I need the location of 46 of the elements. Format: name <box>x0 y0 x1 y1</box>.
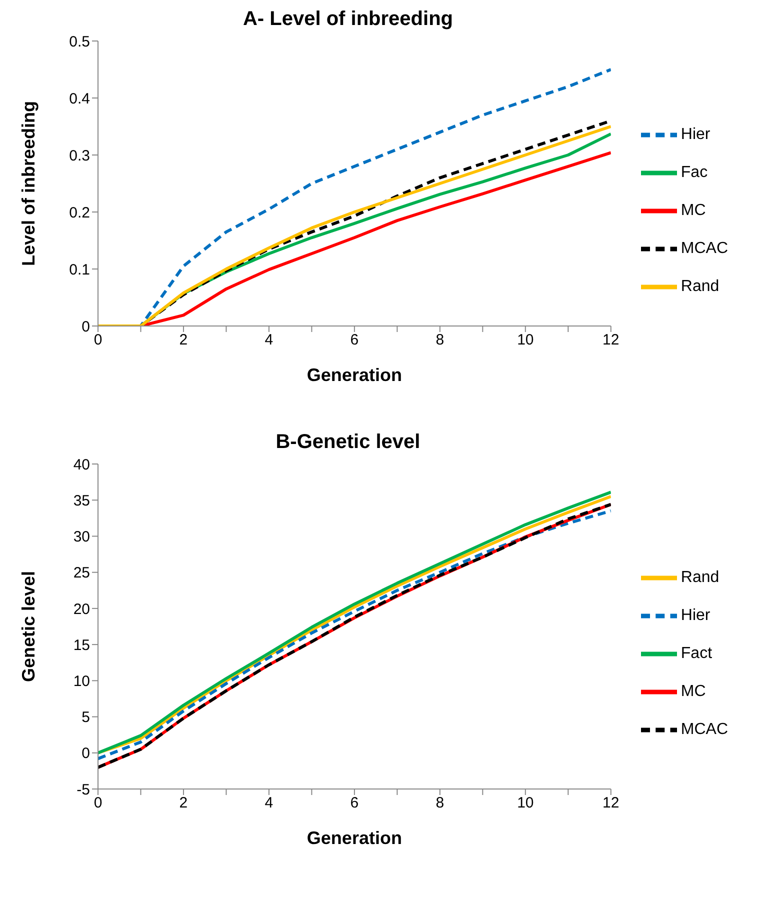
y-tick-label: 35 <box>73 492 90 510</box>
x-tick-label: 6 <box>350 332 359 349</box>
legend-label: Fact <box>680 645 712 662</box>
x-tick-label: 4 <box>264 332 274 349</box>
x-tick-label: 0 <box>94 794 102 812</box>
y-tick-label: 0.5 <box>69 33 90 50</box>
y-tick-label: 15 <box>73 636 90 654</box>
x-tick-label: 0 <box>94 332 102 349</box>
y-tick-label: 20 <box>73 600 90 618</box>
chart-title: B-Genetic level <box>274 431 422 454</box>
y-tick-label: 5 <box>82 709 90 726</box>
legend-label: MC <box>680 202 706 219</box>
x-tick-label: 8 <box>436 332 444 349</box>
x-tick-label: 4 <box>264 794 274 812</box>
y-axis-title: Level of inbreeding <box>18 100 38 266</box>
y-tick-label: 0 <box>82 318 90 336</box>
x-tick-label: 12 <box>602 332 620 349</box>
legend-label: Rand <box>680 278 720 295</box>
y-tick-label: 0 <box>82 745 90 762</box>
x-tick-label: 6 <box>350 794 359 812</box>
x-axis-title: Generation <box>306 828 402 848</box>
x-tick-label: 10 <box>517 332 534 349</box>
x-tick-label: 8 <box>436 794 444 812</box>
y-tick-label: 0.1 <box>69 261 90 278</box>
x-tick-label: 2 <box>179 794 188 812</box>
x-tick-label: 2 <box>179 332 188 349</box>
y-axis-title: Genetic level <box>18 570 38 682</box>
legend-label: MC <box>680 683 706 700</box>
y-tick-label: 0.2 <box>69 204 90 222</box>
x-tick-label: 12 <box>602 794 620 812</box>
legend-label: Hier <box>680 607 710 624</box>
legend-label: MCAC <box>680 721 728 738</box>
x-tick-label: 10 <box>517 794 534 812</box>
chart-title: A- Level of inbreeding <box>242 8 454 31</box>
legend-label: Rand <box>680 569 720 586</box>
y-tick-label: 0.4 <box>69 90 90 108</box>
legend-label: Hier <box>680 126 710 143</box>
y-tick-label: 25 <box>73 564 90 582</box>
y-tick-label: -5 <box>76 781 90 798</box>
y-tick-label: 40 <box>73 456 90 474</box>
x-axis-title: Generation <box>306 365 402 385</box>
y-tick-label: 0.3 <box>69 147 90 164</box>
legend-label: Fac <box>680 164 708 181</box>
y-tick-label: 10 <box>73 672 90 690</box>
y-tick-label: 30 <box>73 528 90 546</box>
legend-label: MCAC <box>680 240 728 257</box>
